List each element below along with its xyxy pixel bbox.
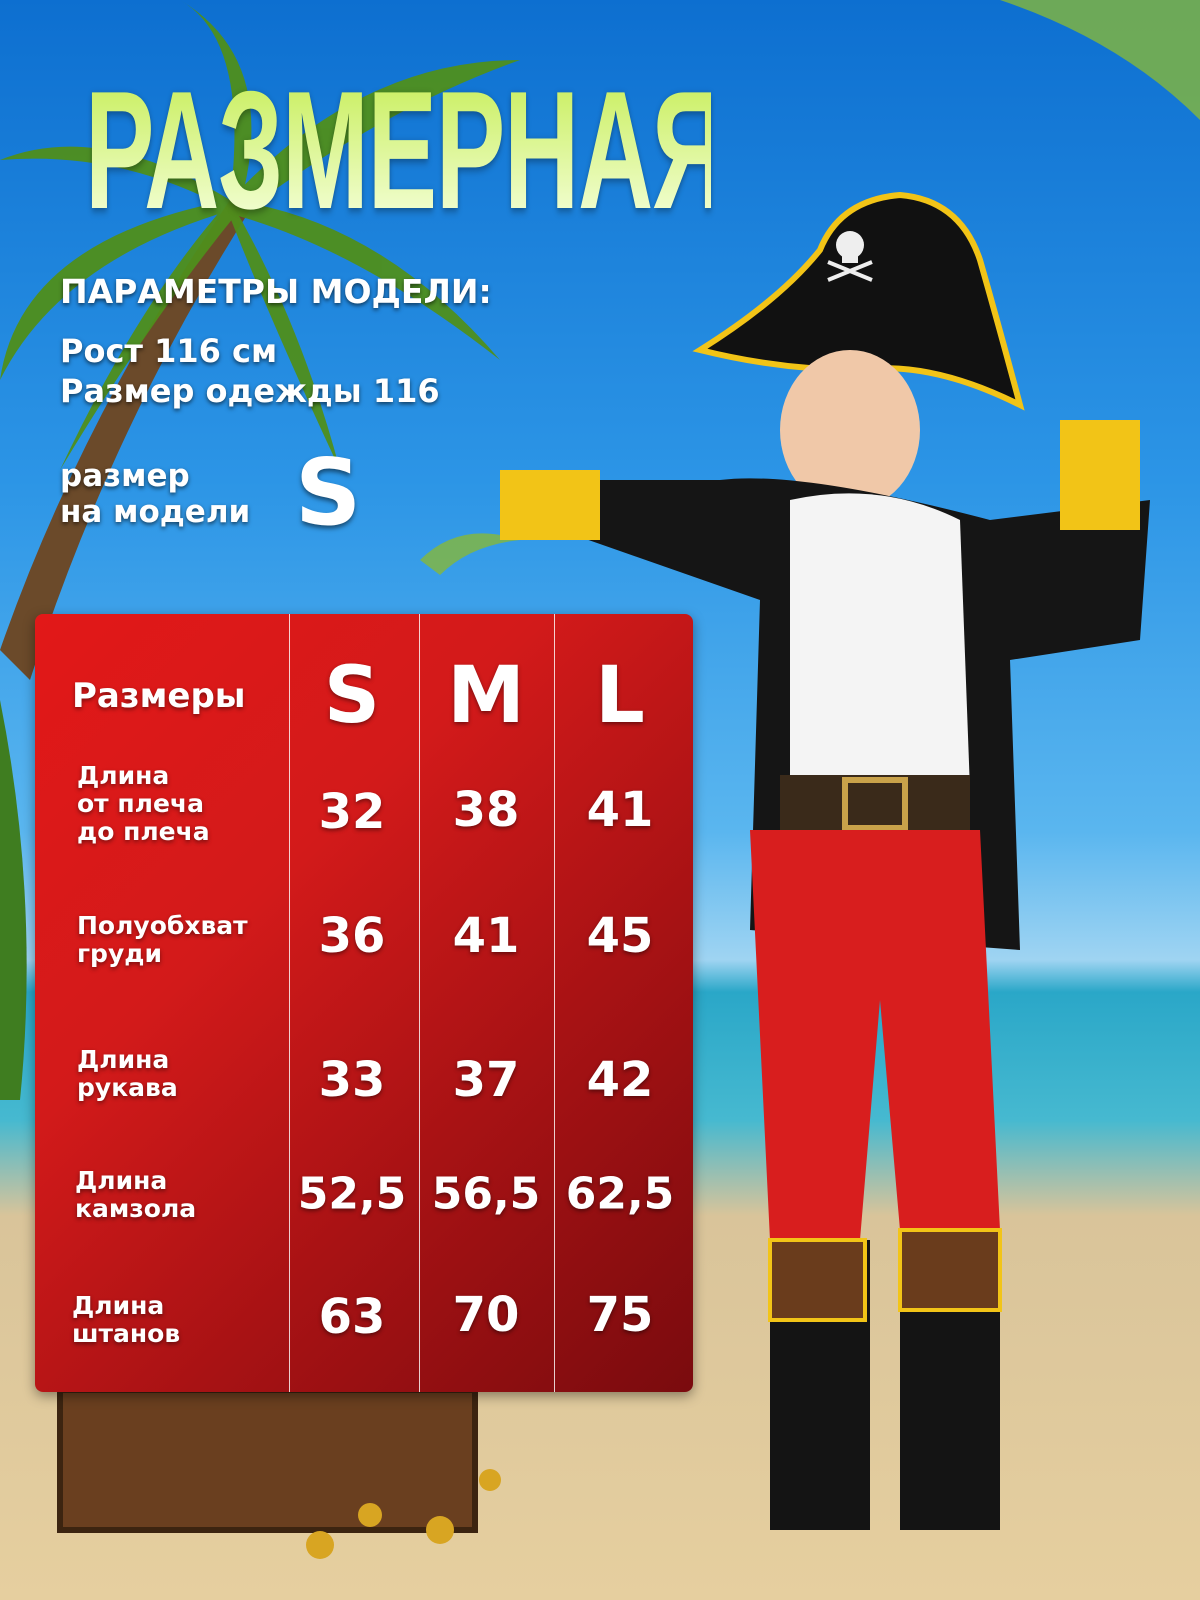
- row-label-trousers-length: Длина штанов: [72, 1292, 180, 1348]
- row-label-half-chest: Полуобхват груди: [77, 912, 248, 968]
- page-title: РАЗМЕРНАЯ СЕТКА: [85, 56, 1096, 244]
- size-header-label: Размеры: [72, 676, 246, 716]
- cell-value: 56,5: [431, 1168, 541, 1220]
- row-label-sleeve-length: Длина рукава: [77, 1046, 178, 1102]
- size-table: Размеры S M L Длина от плеча до плеча 32…: [35, 614, 693, 1392]
- row-label-line: Длина: [77, 1045, 170, 1074]
- cell-value: 52,5: [297, 1168, 407, 1220]
- boy-in-pirate-costume-photo: [500, 191, 1150, 1530]
- size-on-model-label-line2: на модели: [60, 494, 251, 530]
- row-label-line: рукава: [77, 1073, 178, 1102]
- cell-value: 36: [318, 908, 386, 964]
- column-divider: [554, 614, 555, 1392]
- model-clothing-size: Размер одежды 116: [60, 372, 440, 410]
- cell-value: 41: [452, 908, 520, 964]
- row-label-camisole-length: Длина камзола: [75, 1167, 196, 1223]
- row-label-line: Длина: [72, 1291, 165, 1320]
- size-header-m: M: [447, 651, 525, 741]
- cell-value: 38: [452, 782, 520, 838]
- row-label-line: Длина: [75, 1166, 168, 1195]
- row-label-shoulder-length: Длина от плеча до плеча: [77, 762, 210, 846]
- row-label-line: от плеча: [77, 789, 204, 818]
- cell-value: 63: [318, 1289, 386, 1345]
- model-height: Рост 116 см: [60, 332, 278, 370]
- cell-value: 37: [452, 1052, 520, 1108]
- skull-icon: [827, 231, 873, 282]
- size-on-model-value: S: [295, 439, 362, 546]
- row-label-line: камзола: [75, 1194, 197, 1223]
- cell-value: 41: [586, 782, 654, 838]
- palm-tree-illustration: [0, 0, 1200, 1100]
- size-header-s: S: [323, 651, 381, 741]
- size-on-model-label: размер на модели: [60, 458, 250, 530]
- cell-value: 62,5: [565, 1168, 675, 1220]
- cell-value: 33: [318, 1052, 386, 1108]
- row-label-line: Полуобхват: [77, 911, 248, 940]
- cell-value: 75: [586, 1287, 654, 1343]
- cell-value: 70: [452, 1287, 520, 1343]
- cell-value: 42: [586, 1052, 654, 1108]
- row-label-line: штанов: [72, 1319, 181, 1348]
- size-header-l: L: [595, 651, 645, 741]
- row-label-line: до плеча: [77, 817, 210, 846]
- size-on-model-label-line1: размер: [60, 458, 190, 494]
- cell-value: 32: [318, 784, 386, 840]
- row-label-line: груди: [77, 939, 162, 968]
- cell-value: 45: [586, 908, 654, 964]
- model-params-heading: ПАРАМЕТРЫ МОДЕЛИ:: [60, 272, 492, 311]
- treasure-chest-illustration: [57, 1387, 501, 1559]
- row-label-line: Длина: [77, 761, 170, 790]
- column-divider: [289, 614, 290, 1392]
- column-divider: [419, 614, 420, 1392]
